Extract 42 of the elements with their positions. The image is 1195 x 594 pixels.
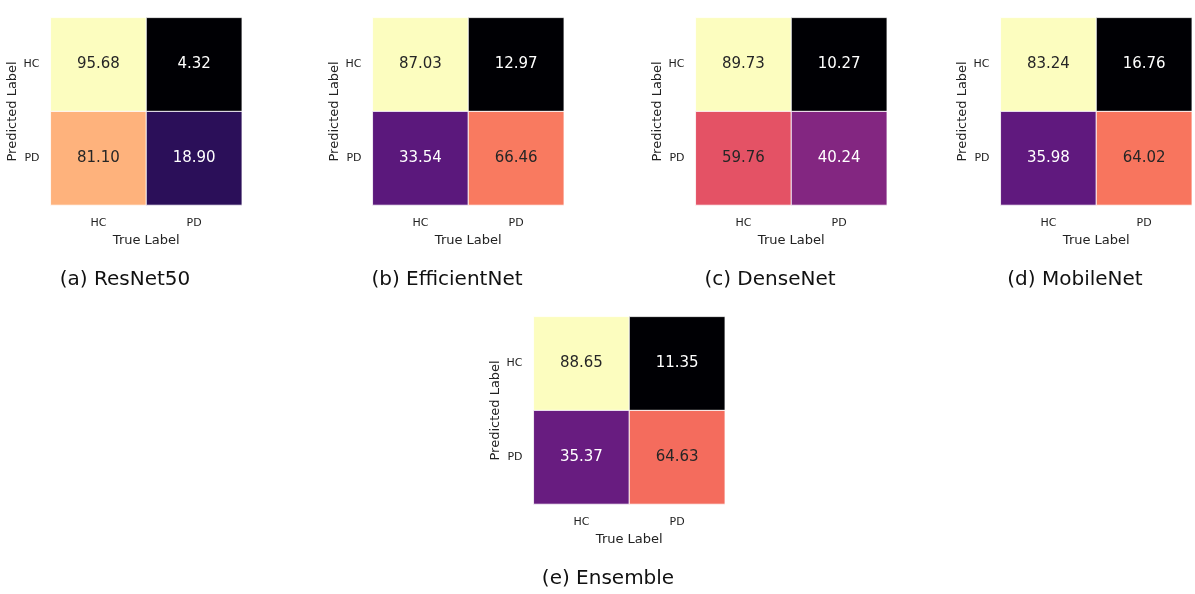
data-label: 35.37 [559, 447, 603, 466]
data-label: 18.90 [172, 148, 216, 167]
data-label: 11.35 [655, 353, 699, 372]
x-tick-label: PD [831, 215, 847, 229]
x-tick-label: HC [1040, 215, 1057, 229]
text: (d) MobileNet [1006, 266, 1144, 290]
data-label: 81.10 [76, 148, 120, 167]
text: (c) DenseNet [703, 266, 837, 290]
y-axis-title: Predicted Label [4, 61, 20, 162]
y-axis-title: Predicted Label [954, 61, 970, 162]
text: (b) EfficientNet [370, 266, 524, 290]
data-label: 87.03 [398, 54, 442, 73]
data-label: 40.24 [817, 148, 861, 167]
data-label: 64.63 [655, 447, 699, 466]
y-axis-title: Predicted Label [649, 61, 665, 162]
data-label: 95.68 [76, 54, 120, 73]
y-axis-title: Predicted Label [326, 61, 342, 162]
x-axis-title: True Label [111, 231, 180, 247]
data-label: 35.98 [1026, 148, 1070, 167]
text: (a) ResNet50 [58, 266, 192, 290]
data-label: 88.65 [559, 353, 603, 372]
x-tick-label: HC [735, 215, 752, 229]
data-label: 83.24 [1026, 54, 1070, 73]
x-axis-title: True Label [433, 231, 502, 247]
data-label: 10.27 [817, 54, 861, 73]
x-tick-label: PD [186, 215, 202, 229]
data-label: 59.76 [721, 148, 765, 167]
x-axis-title: True Label [594, 530, 663, 546]
data-label: 12.97 [494, 54, 538, 73]
data-label: 64.02 [1122, 148, 1166, 167]
x-tick-label: PD [1136, 215, 1152, 229]
data-label: 89.73 [721, 54, 765, 73]
data-label: 66.46 [494, 148, 538, 167]
x-axis-title: True Label [1061, 231, 1130, 247]
data-label: 4.32 [177, 54, 211, 73]
data-label: 16.76 [1122, 54, 1166, 73]
x-tick-label: HC [412, 215, 429, 229]
text: (e) Ensemble [540, 565, 676, 589]
x-axis-title: True Label [756, 231, 825, 247]
x-tick-label: HC [90, 215, 107, 229]
y-axis-title: Predicted Label [487, 360, 503, 461]
data-label: 33.54 [398, 148, 442, 167]
